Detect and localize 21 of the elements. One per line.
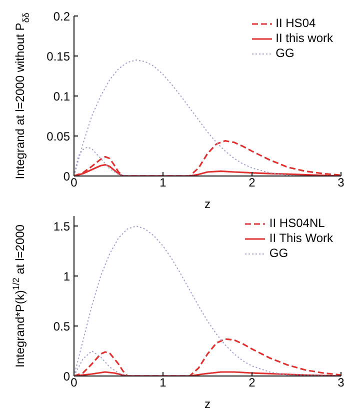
legend-label: GG (276, 46, 294, 61)
y-tick-label: 0.1 (53, 89, 70, 104)
x-tick-label: 1 (160, 176, 167, 190)
x-tick-label: 3 (338, 376, 345, 390)
y-tick-label: 0.5 (53, 319, 70, 334)
x-tick-label: 2 (248, 376, 256, 390)
y-tick-label: 0.2 (53, 9, 70, 24)
y-tick-label: 1 (63, 269, 70, 284)
x-tick-label: 1 (160, 376, 167, 390)
y-tick-label: 0.05 (46, 129, 70, 144)
y-tick-label: 0.15 (46, 49, 70, 64)
x-axis-title: z (204, 197, 210, 211)
legend-label: II this work (276, 31, 333, 46)
y-tick-label: 1.5 (53, 219, 70, 234)
x-axis-title: z (204, 397, 210, 411)
legend-label: GG (269, 246, 288, 261)
legend-label: II HS04NL (269, 216, 325, 231)
x-tick-label: 3 (338, 176, 345, 190)
legend-label: II This Work (269, 231, 333, 246)
legend-label: II HS04 (276, 16, 316, 31)
x-tick-label: 2 (248, 176, 256, 190)
